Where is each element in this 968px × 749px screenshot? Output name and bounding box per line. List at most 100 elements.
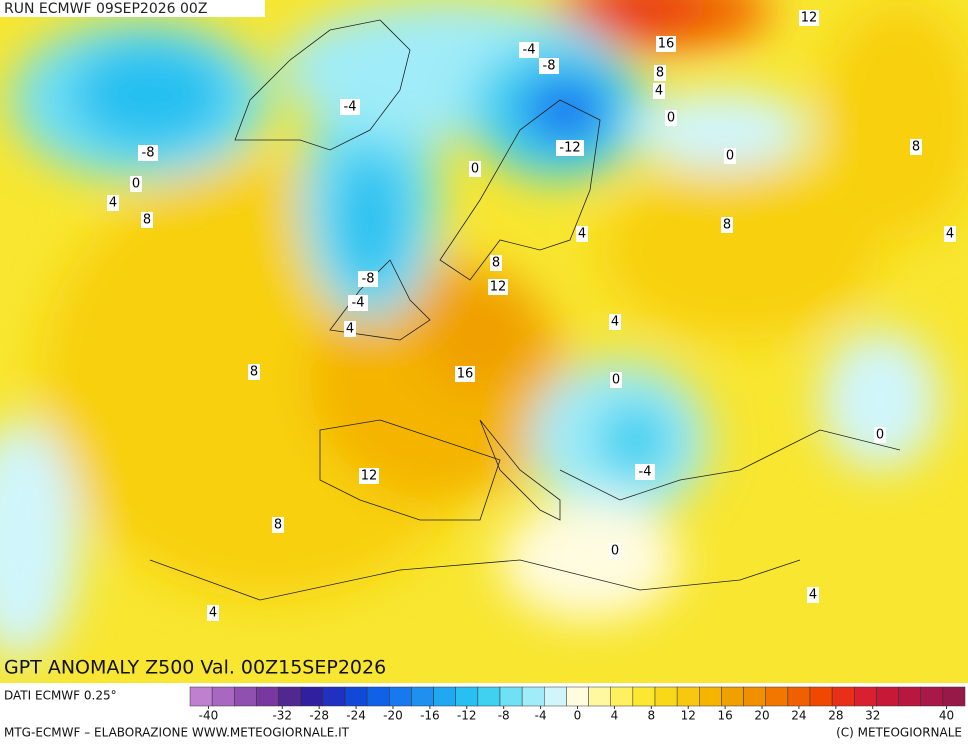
source-label: DATI ECMWF 0.25°	[4, 689, 117, 703]
colorbar-tick-label: -40	[199, 709, 219, 723]
contour-label-bg	[799, 10, 819, 26]
contour-label: -4	[344, 100, 357, 115]
contour-label: 4	[809, 588, 817, 603]
contour-label-bg	[344, 321, 356, 337]
colorbar-swatch	[411, 686, 434, 707]
colorbar-swatch	[566, 686, 589, 707]
contour-label-bg	[141, 212, 153, 228]
colorbar-tick-label: 0	[574, 709, 582, 723]
colorbar-tick-label: 4	[611, 709, 619, 723]
colorbar-swatch	[809, 686, 833, 707]
contour-label: 4	[109, 196, 117, 211]
run-label: RUN ECMWF 09SEP2026 00Z	[4, 1, 207, 17]
colorbar-tick-label: -24	[346, 709, 366, 723]
contour-label: 0	[726, 149, 734, 164]
colorbar-swatch	[942, 686, 966, 707]
colorbar-tick-label: 12	[681, 709, 696, 723]
colorbar-swatch	[721, 686, 744, 707]
map-title: GPT ANOMALY Z500 Val. 00Z15SEP2026	[4, 657, 386, 679]
contour-label: 4	[578, 227, 586, 242]
colorbar-tick-label: 24	[791, 709, 806, 723]
colorbar-tick-label: -28	[309, 709, 329, 723]
contour-label: 0	[471, 162, 479, 177]
contour-label: 4	[655, 84, 663, 99]
contour-label: 0	[612, 373, 620, 388]
contour-label-bg	[248, 364, 260, 380]
colorbar-swatch	[632, 686, 656, 707]
contour-label-bg	[610, 372, 622, 388]
colorbar-swatch	[699, 686, 722, 707]
contour-label-bg	[654, 65, 666, 81]
contour-label-bg	[665, 110, 677, 126]
contour-label: -4	[639, 465, 652, 480]
colorbar-tick-label: 16	[717, 709, 732, 723]
contour-label-bg	[721, 217, 733, 233]
contour-label-bg	[359, 468, 379, 484]
colorbar-swatch	[610, 686, 634, 707]
contour-label-bg	[348, 295, 368, 311]
contour-label: 16	[658, 37, 675, 52]
contour-label-bg	[272, 517, 284, 533]
contour-label-bg	[724, 148, 736, 164]
colorbar-swatch	[544, 686, 567, 707]
contour-label-bg	[488, 279, 508, 295]
colorbar-swatch	[455, 686, 479, 707]
contour-label-bg	[490, 255, 502, 271]
contour-label-bg	[358, 271, 378, 287]
contour-label: -4	[523, 43, 536, 58]
contour-label: 4	[946, 227, 954, 242]
colorbar-swatch	[654, 686, 678, 707]
contour-label-bg	[519, 42, 539, 58]
colorbar-tick-label: 32	[865, 709, 880, 723]
contour-label-bg	[207, 605, 219, 621]
contour-label-bg	[576, 226, 588, 242]
colorbar-swatch	[278, 686, 301, 707]
colorbar-swatch	[920, 686, 944, 707]
colorbar-swatch	[876, 686, 899, 707]
contour-label: 12	[490, 280, 507, 295]
colorbar-swatch	[344, 686, 368, 707]
colorbar-swatch	[787, 686, 811, 707]
colorbar-swatch	[477, 686, 501, 707]
contour-label-bg	[653, 83, 665, 99]
contour-label-bg	[609, 543, 621, 559]
contour-label: 8	[912, 140, 920, 155]
contour-label: 12	[361, 469, 378, 484]
contour-label: -8	[142, 146, 155, 161]
contour-label: -8	[362, 272, 375, 287]
contour-label-bg	[944, 226, 956, 242]
contour-label: 8	[656, 66, 664, 81]
contour-label-bg	[539, 58, 559, 74]
contour-label: -8	[543, 59, 556, 74]
contour-label: -4	[352, 296, 365, 311]
colorbar-swatch	[300, 686, 324, 707]
contour-label-bg	[635, 464, 655, 480]
colorbar: -40 -32 -28 -24 -20 -16 -12 -8 -4 0 4 8 12 16 20 24 28 32…	[189, 686, 966, 723]
colorbar-tick-label: 20	[754, 709, 769, 723]
contour-label: 8	[274, 518, 282, 533]
colorbar-swatch	[831, 686, 855, 707]
contour-label-bg	[469, 161, 481, 177]
contour-label: 0	[876, 428, 884, 443]
contour-label: 8	[492, 256, 500, 271]
colorbar-tick-label: -4	[535, 709, 547, 723]
colorbar-swatch	[366, 686, 390, 707]
colorbar-swatch	[389, 686, 412, 707]
contour-label: 4	[346, 322, 354, 337]
colorbar-swatch	[322, 686, 346, 707]
colorbar-swatch	[588, 686, 611, 707]
contour-label-bg	[340, 99, 360, 115]
contour-label: 16	[457, 367, 474, 382]
colorbar-tick-label: 8	[647, 709, 655, 723]
colorbar-swatch	[521, 686, 545, 707]
colorbar-swatch	[898, 686, 921, 707]
header-box	[0, 0, 265, 17]
colorbar-swatch	[743, 686, 766, 707]
colorbar-swatch	[189, 686, 213, 707]
colorbar-tick-label: -32	[272, 709, 292, 723]
contour-label: 8	[250, 365, 258, 380]
contour-label: 0	[132, 177, 140, 192]
contour-label-bg	[130, 176, 142, 192]
contour-label: 4	[209, 606, 217, 621]
